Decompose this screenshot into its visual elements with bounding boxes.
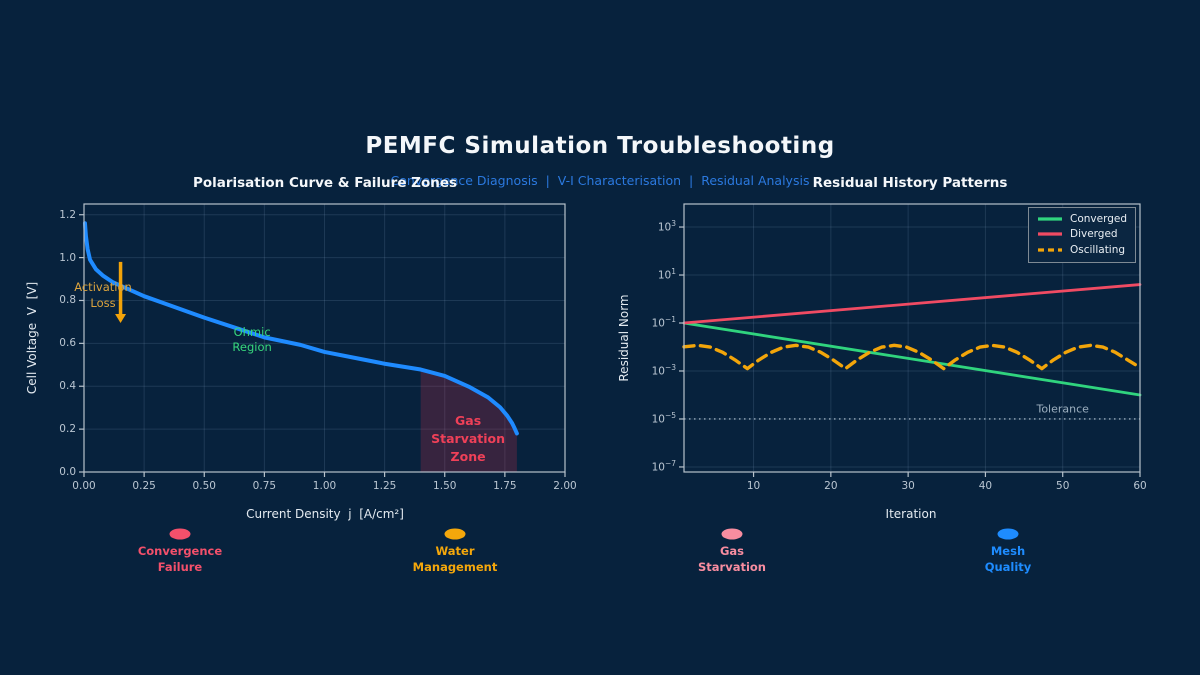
ohmic-region-label: Ohmic Region [232,324,272,354]
residual-legend: Converged Diverged Oscillating [1028,207,1137,263]
x-tick-label: 0.75 [252,479,277,492]
x-tick-label: 40 [978,479,993,492]
x-tick-label: 0.00 [72,479,96,492]
activation-loss-arrow-head [115,313,127,323]
gas-starvation-zone-fill [420,369,517,472]
legend-swatch-diverged [1038,232,1062,236]
y-tick-label: 0.0 [59,465,76,478]
y-tick-label: 0.2 [59,423,76,436]
marker-label-water: Water Management [412,544,498,574]
x-tick-label: 60 [1133,479,1147,492]
main-title: PEMFC Simulation Troubleshooting [365,132,835,159]
y-tick-label: 0.4 [59,380,76,393]
diverged-line [682,283,1142,325]
legend-swatch-converged [1038,217,1062,221]
oscillating-line [682,343,1142,371]
chart-title-residual: Residual History Patterns [812,175,1008,192]
x-tick-label: 10 [746,479,761,492]
legend-item-oscillating: Oscillating [1037,242,1127,258]
legend-label-oscillating: Oscillating [1070,243,1126,256]
legend-swatch-oscillating [1038,248,1062,252]
y-tick-label: 10−7 [651,459,676,474]
y-tick-label: 103 [657,219,676,234]
x-tick-label: 1.00 [312,479,337,492]
plot-spines [683,203,1141,473]
polarisation-curve-line [82,221,519,436]
x-axis-label-iteration: Iteration [885,507,937,522]
gas-starvation-zone-label: Gas Starvation Zone [431,412,506,464]
y-tick-label: 10−5 [651,411,676,426]
tolerance-label: Tolerance [1036,402,1089,416]
legend-label-converged: Converged [1070,212,1128,225]
y-tick-label: 0.6 [59,337,76,350]
marker-dot-convergence [169,528,191,540]
y-tick-label: 1.2 [59,208,76,221]
marker-label-convergence: Convergence Failure [137,544,223,574]
subtitle-breadcrumb: Convergence Diagnosis | V-I Characterisa… [390,172,810,188]
x-tick-label: 30 [901,479,915,492]
y-tick-label: 0.8 [59,294,76,307]
chart-title-polarisation: Polarisation Curve & Failure Zones [192,175,458,192]
x-tick-label: 2.00 [553,479,577,492]
y-tick-label: 101 [657,267,676,282]
marker-dot-water [444,528,466,540]
legend-label-diverged: Diverged [1070,228,1118,241]
y-axis-label-residual-norm: Residual Norm [617,294,632,382]
activation-loss-label: Activation Loss [74,280,132,311]
x-tick-label: 20 [824,479,838,492]
x-tick-label: 50 [1056,479,1070,492]
x-tick-label: 0.50 [192,479,216,492]
legend-item-converged: Converged [1037,211,1127,227]
marker-dot-gas [721,528,743,540]
legend-item-diverged: Diverged [1037,227,1127,243]
marker-label-gas: Gas Starvation [698,544,766,574]
y-tick-label: 10−1 [651,315,676,330]
y-axis-label-cell-voltage: Cell Voltage V [V] [25,281,40,395]
x-tick-label: 1.50 [433,479,457,492]
converged-line [682,321,1142,397]
x-tick-label: 1.25 [372,479,397,492]
x-tick-label: 0.25 [132,479,156,492]
x-tick-label: 1.75 [493,479,517,492]
y-tick-label: 10−3 [651,363,676,378]
marker-dot-mesh [997,528,1019,540]
marker-label-mesh: Mesh Quality [984,544,1032,574]
y-tick-label: 1.0 [59,251,76,264]
x-axis-label-current-density: Current Density j [A/cm²] [246,507,404,522]
